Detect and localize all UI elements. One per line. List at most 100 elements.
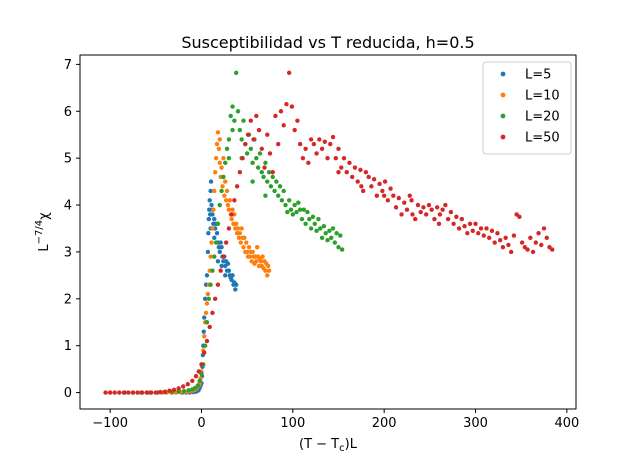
data-point (254, 155, 259, 161)
data-point (248, 118, 254, 123)
data-point (226, 226, 232, 231)
y-tick-label: 0 (64, 386, 72, 401)
data-point (203, 310, 209, 316)
y-tick-label: 2 (64, 292, 72, 307)
data-point (243, 141, 248, 147)
data-point (208, 188, 213, 194)
data-point (208, 254, 213, 259)
data-point (336, 245, 341, 250)
data-point (339, 165, 344, 170)
data-point (344, 170, 349, 175)
data-point (456, 226, 462, 231)
data-point (371, 177, 377, 182)
data-point (358, 167, 363, 173)
data-point (530, 249, 536, 255)
data-point (230, 127, 235, 133)
data-point (277, 184, 283, 189)
data-point (434, 205, 440, 210)
data-point (204, 338, 210, 344)
data-point (310, 214, 316, 219)
data-point (215, 221, 221, 226)
data-point (281, 188, 286, 194)
data-point (366, 174, 371, 180)
x-axis-title-subscript: c (339, 443, 345, 454)
data-point (500, 245, 506, 250)
data-point (202, 343, 208, 348)
y-tick-label: 5 (64, 152, 72, 167)
data-point (273, 113, 278, 119)
data-point (130, 390, 136, 395)
data-point (238, 240, 243, 245)
data-point (186, 388, 191, 393)
data-point (260, 254, 265, 259)
x-axis-title-tail: )L (345, 437, 358, 452)
data-point (297, 207, 303, 212)
data-point (197, 378, 202, 384)
data-point (219, 245, 224, 250)
data-point (333, 155, 338, 161)
data-point (255, 245, 260, 250)
data-point (467, 221, 473, 226)
data-point (303, 146, 308, 151)
data-point (536, 230, 541, 236)
data-point (207, 324, 212, 330)
data-point (347, 160, 352, 166)
data-point (209, 202, 214, 208)
data-point (274, 179, 279, 184)
data-point (355, 179, 360, 184)
data-point (421, 205, 426, 210)
legend-label: L=20 (525, 110, 560, 125)
data-point (223, 273, 228, 278)
data-point (234, 221, 239, 226)
data-point (250, 160, 255, 166)
y-tick-label: 4 (64, 199, 72, 214)
data-point (206, 216, 211, 222)
data-point (202, 296, 208, 302)
data-point (262, 165, 267, 170)
data-point (254, 259, 259, 264)
y-axis-title-main: L (37, 244, 52, 252)
legend-label: L=10 (525, 89, 560, 104)
data-point (352, 165, 358, 170)
data-point (506, 242, 511, 248)
data-point (338, 233, 343, 238)
data-point (250, 179, 255, 184)
data-point (289, 104, 295, 109)
data-point (208, 179, 214, 184)
data-point (311, 141, 317, 147)
legend-marker (500, 71, 506, 77)
data-point (481, 233, 486, 238)
data-point (205, 249, 211, 255)
data-point (237, 230, 243, 236)
data-point (339, 247, 345, 252)
data-point (436, 221, 442, 226)
data-point (290, 212, 296, 217)
data-point (103, 390, 108, 395)
data-point (448, 209, 454, 215)
data-point (212, 235, 217, 241)
data-point (217, 160, 222, 166)
data-point (451, 221, 456, 226)
data-point (222, 193, 227, 198)
y-tick-label: 6 (64, 105, 72, 120)
data-point (286, 70, 292, 76)
data-point (454, 214, 459, 219)
data-point (244, 240, 249, 245)
data-point (215, 282, 221, 287)
data-point (196, 369, 201, 374)
data-point (248, 146, 254, 151)
data-point (107, 390, 113, 395)
y-tick-label: 1 (64, 339, 72, 354)
data-point (462, 223, 467, 229)
data-point (350, 174, 355, 180)
chart-title: Susceptibilidad vs T reducida, h=0.5 (181, 33, 474, 52)
data-point (144, 390, 149, 395)
data-point (236, 235, 242, 241)
data-point (323, 230, 328, 236)
data-point (440, 207, 445, 212)
data-point (167, 388, 172, 393)
data-point (235, 226, 241, 231)
data-point (225, 261, 231, 266)
data-point (380, 188, 385, 194)
